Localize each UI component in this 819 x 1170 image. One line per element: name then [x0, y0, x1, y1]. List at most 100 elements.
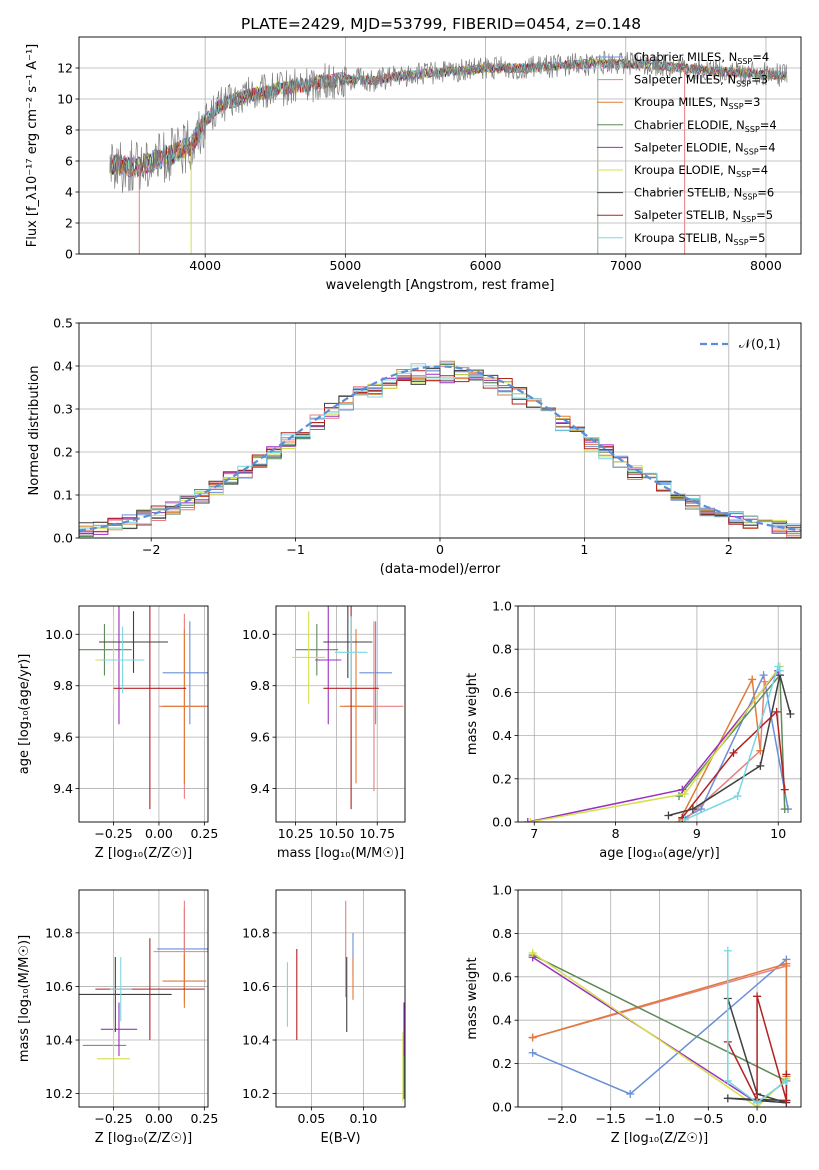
y-tick-label: 4 — [65, 185, 73, 200]
weight-marker — [723, 1076, 732, 1085]
axes-frame — [517, 889, 802, 1108]
weight-marker — [680, 789, 689, 798]
y-tick-label: 0.0 — [492, 815, 512, 830]
x-tick-label: 10.75 — [359, 826, 395, 841]
x-tick-label: 8 — [612, 826, 620, 841]
histogram-series — [79, 368, 801, 529]
weight-line — [532, 954, 787, 1082]
weight-line — [727, 950, 787, 1104]
axes-age_vs_Z: −0.25 0.00 0.25 9.4 9.6 9.8 10.0 Z [log₁₀(Z/Z☉)… — [17, 605, 218, 861]
x-tick-label: 0.00 — [145, 1111, 173, 1126]
weight-line — [684, 664, 781, 821]
y-tick-label: 0.0 — [53, 531, 73, 546]
axes-frame — [275, 889, 406, 1108]
weight-marker — [723, 1094, 732, 1103]
y-tick-label: 10.6 — [242, 979, 270, 994]
x-axis-label: E(B-V) — [320, 1131, 360, 1146]
legend-label: Chabrier MILES, NSSP=4 — [634, 50, 769, 66]
y-tick-label: 1.0 — [492, 599, 512, 614]
y-tick-label: 0.8 — [492, 926, 512, 941]
x-tick-label: 9 — [693, 826, 701, 841]
x-tick-label: 10 — [770, 826, 786, 841]
weight-marker — [756, 761, 765, 770]
y-tick-label: 0.5 — [53, 316, 73, 331]
y-tick-label: 10.2 — [242, 1086, 270, 1101]
x-tick-label: −0.5 — [693, 1111, 723, 1126]
axes-spectrum: 4000 5000 6000 7000 8000 0 2 4 6 8 10 12 wavelength … — [25, 36, 802, 293]
x-tick-label: 7000 — [610, 258, 642, 273]
y-axis-label: Normed distribution — [27, 366, 42, 496]
x-tick-label: 10.25 — [278, 826, 314, 841]
weight-marker — [528, 948, 537, 957]
x-tick-label: −2.0 — [547, 1111, 577, 1126]
weight-marker — [688, 805, 697, 814]
weight-line — [681, 710, 786, 819]
plot-area-spectrum — [109, 51, 788, 254]
x-tick-label: 0.0 — [747, 1111, 767, 1126]
plot-area-weight_vs_Z — [528, 946, 791, 1107]
plot-area-age_vs_Z — [79, 606, 208, 810]
weight-marker — [753, 992, 762, 1001]
weight-marker — [678, 785, 687, 794]
weight-marker — [774, 662, 783, 671]
plot-area-age_vs_mass — [292, 606, 404, 810]
y-tick-label: 0.3 — [53, 402, 73, 417]
y-axis-label: mass [log₁₀(M/M☉)] — [17, 935, 32, 1062]
weight-marker — [523, 818, 532, 822]
weight-marker — [782, 1076, 791, 1085]
x-axis-label: age [log₁₀(age/yr)] — [599, 846, 720, 861]
y-tick-label: 0.2 — [492, 771, 512, 786]
axes-frame — [275, 605, 406, 823]
x-tick-label: 0.10 — [349, 1111, 377, 1126]
weight-marker — [780, 785, 789, 794]
weight-line — [727, 996, 788, 1101]
axes-mass_vs_Z: −0.25 0.00 0.25 10.2 10.4 10.6 10.8 Z [log₁₀(Z/… — [17, 889, 218, 1146]
y-tick-label: 10.4 — [45, 1033, 73, 1048]
weight-marker — [664, 811, 673, 820]
y-tick-label: 0 — [65, 247, 73, 262]
data-spectrum-line — [109, 51, 788, 193]
weight-marker — [786, 710, 795, 718]
x-tick-label: 7 — [530, 826, 538, 841]
weight-marker — [528, 1033, 537, 1042]
weight-marker — [775, 666, 784, 675]
y-tick-label: 0.4 — [53, 359, 73, 374]
weight-marker — [626, 1089, 635, 1098]
y-tick-label: 0.2 — [492, 1056, 512, 1071]
y-tick-label: 9.4 — [53, 781, 73, 796]
y-tick-label: 10.6 — [45, 979, 73, 994]
legend-label: Chabrier ELODIE, NSSP=4 — [634, 118, 777, 134]
y-tick-label: 10 — [57, 92, 73, 107]
weight-marker — [759, 671, 768, 680]
y-tick-label: 0.6 — [492, 685, 512, 700]
y-tick-label: 9.8 — [53, 678, 73, 693]
x-tick-label: 8000 — [750, 258, 782, 273]
x-tick-label: 0 — [436, 542, 444, 557]
x-tick-label: 0.05 — [297, 1111, 325, 1126]
y-axis-label: mass weight — [465, 957, 480, 1039]
y-tick-label: 6 — [65, 154, 73, 169]
weight-marker — [733, 792, 742, 801]
y-tick-label: 9.8 — [250, 678, 270, 693]
x-tick-label: 0.25 — [190, 826, 218, 841]
legend-label: Salpeter ELODIE, NSSP=4 — [634, 140, 776, 156]
legend-label: Chabrier STELIB, NSSP=6 — [634, 186, 774, 202]
plot-area-weight_vs_age — [523, 662, 795, 822]
x-tick-label: −0.25 — [94, 826, 132, 841]
plot-area-mass_vs_Z — [79, 900, 208, 1097]
x-tick-label: 5000 — [329, 258, 361, 273]
x-tick-label: 2 — [725, 542, 733, 557]
y-tick-label: 9.4 — [250, 781, 270, 796]
y-tick-label: 10.8 — [45, 925, 73, 940]
x-tick-label: 6000 — [470, 258, 502, 273]
x-axis-label: Z [log₁₀(Z/Z☉)] — [611, 1131, 708, 1146]
y-tick-label: 0.8 — [492, 642, 512, 657]
x-tick-label: 10.50 — [319, 826, 355, 841]
y-axis-label: age [log₁₀(age/yr)] — [17, 654, 32, 775]
legend-label: Salpeter MILES, NSSP=3 — [634, 73, 768, 89]
y-axis-label: mass weight — [465, 673, 480, 755]
x-tick-label: −1.0 — [644, 1111, 674, 1126]
x-axis-label: Z [log₁₀(Z/Z☉)] — [95, 846, 192, 861]
axes-residuals: −2 −1 0 1 2 0.0 0.1 0.2 0.3 0.4 0.5 (data-model)/er… — [27, 316, 802, 577]
